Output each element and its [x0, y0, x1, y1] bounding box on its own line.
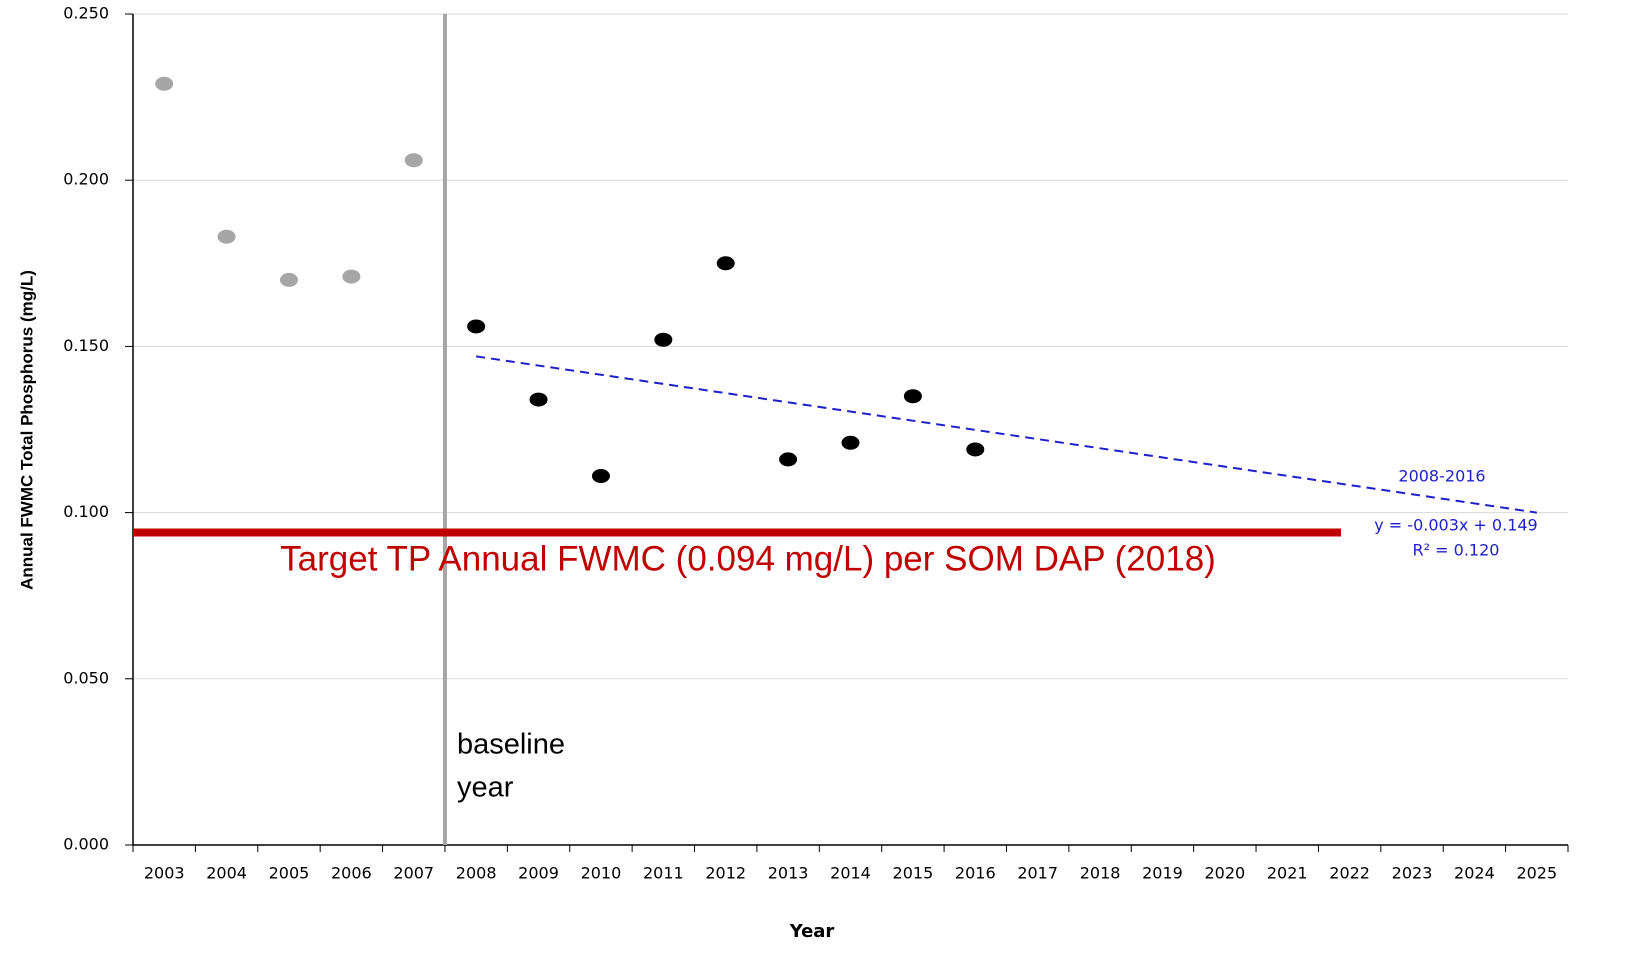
x-tick-label: 2017 — [1017, 864, 1058, 883]
point — [591, 469, 610, 484]
x-tick-label: 2021 — [1267, 864, 1308, 883]
point — [716, 256, 735, 271]
point — [903, 389, 922, 404]
x-tick-label: 2013 — [768, 864, 809, 883]
x-tick-label: 2015 — [893, 864, 934, 883]
trend-equation: y = -0.003x + 0.149 — [1374, 516, 1537, 535]
point — [841, 435, 860, 450]
x-axis-title: Year — [789, 921, 835, 942]
x-tick-label: 2025 — [1516, 864, 1557, 883]
x-tick-label: 2018 — [1080, 864, 1121, 883]
point — [155, 76, 174, 91]
x-tick-label: 2006 — [331, 864, 372, 883]
y-tick-label: 0.150 — [63, 336, 109, 355]
y-axis-title: Annual FWMC Total Phosphorus (mg/L) — [17, 270, 36, 590]
x-tick-label: 2005 — [269, 864, 310, 883]
trend-period: 2008-2016 — [1398, 467, 1485, 486]
x-tick-label: 2020 — [1204, 864, 1245, 883]
y-tick-label: 0.000 — [63, 835, 109, 854]
trendline — [476, 355, 1537, 514]
point — [966, 442, 985, 457]
x-tick-label: 2014 — [830, 864, 871, 883]
point — [342, 269, 361, 284]
target-label: Target TP Annual FWMC (0.094 mg/L) per S… — [280, 539, 1216, 578]
x-tick-label: 2023 — [1392, 864, 1433, 883]
x-tick-label: 2010 — [581, 864, 622, 883]
x-tick-label: 2024 — [1454, 864, 1495, 883]
point — [467, 319, 486, 334]
x-tick-label: 2022 — [1329, 864, 1370, 883]
y-tick-label: 0.050 — [63, 668, 109, 687]
x-tick-label: 2016 — [955, 864, 996, 883]
x-tick-label: 2019 — [1142, 864, 1183, 883]
y-tick-label: 0.100 — [63, 502, 109, 521]
y-tick-label: 0.200 — [63, 170, 109, 189]
point — [654, 332, 673, 347]
x-tick-label: 2007 — [393, 864, 434, 883]
trend-r2: R² = 0.120 — [1413, 541, 1500, 560]
x-tick-label: 2009 — [518, 864, 559, 883]
x-tick-label: 2011 — [643, 864, 684, 883]
point — [279, 272, 298, 287]
point — [404, 153, 423, 168]
x-tick-label: 2008 — [456, 864, 497, 883]
y-tick-label: 0.250 — [63, 4, 109, 23]
x-tick-label: 2012 — [705, 864, 746, 883]
x-tick-label: 2003 — [144, 864, 185, 883]
baseline-label: year — [457, 772, 514, 804]
x-tick-label: 2004 — [206, 864, 247, 883]
point — [529, 392, 548, 407]
point — [217, 229, 236, 244]
baseline-label: baseline — [457, 729, 565, 761]
point — [779, 452, 798, 467]
